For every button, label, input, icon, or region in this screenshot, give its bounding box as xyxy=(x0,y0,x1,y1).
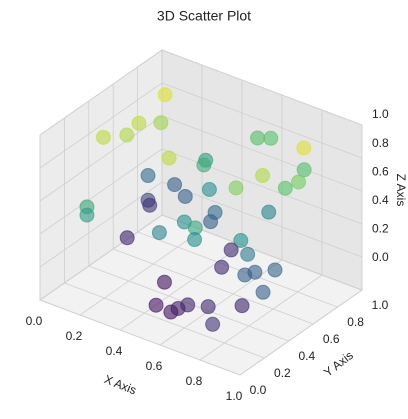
point xyxy=(177,188,193,204)
point xyxy=(247,264,263,280)
y-axis-label: Y Axis xyxy=(321,348,356,379)
point xyxy=(228,180,244,196)
z-tick-label: 0.2 xyxy=(372,222,389,236)
point xyxy=(167,177,183,193)
point xyxy=(277,180,293,196)
point xyxy=(203,214,219,230)
point xyxy=(79,207,95,223)
point xyxy=(131,115,147,131)
grid-line xyxy=(161,82,363,159)
point xyxy=(234,298,250,314)
point xyxy=(119,230,135,246)
point xyxy=(187,232,203,248)
point xyxy=(200,299,216,315)
point xyxy=(161,150,177,166)
grid-line xyxy=(161,49,363,126)
z-axis-label: Z Axis xyxy=(394,174,408,207)
point xyxy=(196,157,212,173)
x-tick-label: 0.4 xyxy=(106,344,123,358)
point xyxy=(153,115,169,131)
point xyxy=(119,127,135,143)
point xyxy=(263,130,279,146)
point xyxy=(95,129,111,145)
z-tick-label: 0.8 xyxy=(372,136,389,150)
grid-line xyxy=(39,299,241,376)
point xyxy=(151,225,167,241)
grid-line xyxy=(39,214,163,301)
point xyxy=(255,168,271,183)
point xyxy=(142,197,158,213)
grid-line xyxy=(137,231,338,308)
y-tick-label: 0.4 xyxy=(298,349,315,363)
x-tick-label: 0.2 xyxy=(66,329,83,343)
point xyxy=(214,259,230,275)
grid-line xyxy=(39,148,163,235)
grid-line xyxy=(161,115,363,192)
x-tick-label: 1.0 xyxy=(226,389,243,403)
grid-line xyxy=(119,244,243,331)
grid-line xyxy=(161,148,363,225)
x-axis-label: X Axis xyxy=(102,372,138,397)
point xyxy=(240,246,256,262)
point xyxy=(140,168,156,184)
grid-line xyxy=(64,282,265,359)
point xyxy=(180,297,196,313)
point xyxy=(261,204,277,220)
point xyxy=(296,140,312,156)
z-tick-label: 0.0 xyxy=(372,250,389,264)
grid-line xyxy=(39,49,163,136)
grid-line xyxy=(239,289,363,376)
grid-line xyxy=(199,274,323,361)
z-tick-label: 0.4 xyxy=(372,193,389,207)
point xyxy=(250,130,266,146)
grid-line xyxy=(79,229,203,316)
z-tick-label: 1.0 xyxy=(372,107,389,121)
x-tick-label: 0.6 xyxy=(146,359,163,373)
grid-line xyxy=(161,181,363,258)
point xyxy=(148,297,164,313)
x-tick-label: 0.0 xyxy=(26,314,43,328)
point xyxy=(156,274,172,290)
chart-title: 3D Scatter Plot xyxy=(157,8,251,24)
y-tick-label: 0.2 xyxy=(274,366,291,380)
y-tick-label: 0.6 xyxy=(323,332,340,346)
point xyxy=(296,162,312,178)
point xyxy=(201,182,217,197)
grid-line xyxy=(113,248,314,325)
grid-line xyxy=(39,181,163,268)
y-tick-label: 1.0 xyxy=(372,298,389,312)
x-tick-label: 0.8 xyxy=(186,374,203,388)
y-tick-label: 0.0 xyxy=(250,383,267,397)
point xyxy=(223,242,239,258)
point xyxy=(267,262,283,278)
y-tick-label: 0.8 xyxy=(347,315,364,329)
point xyxy=(255,284,271,300)
point xyxy=(291,174,307,190)
grid-line xyxy=(39,82,163,169)
point xyxy=(233,233,249,248)
point xyxy=(205,316,221,332)
point xyxy=(157,87,173,103)
z-tick-label: 0.6 xyxy=(372,164,389,178)
